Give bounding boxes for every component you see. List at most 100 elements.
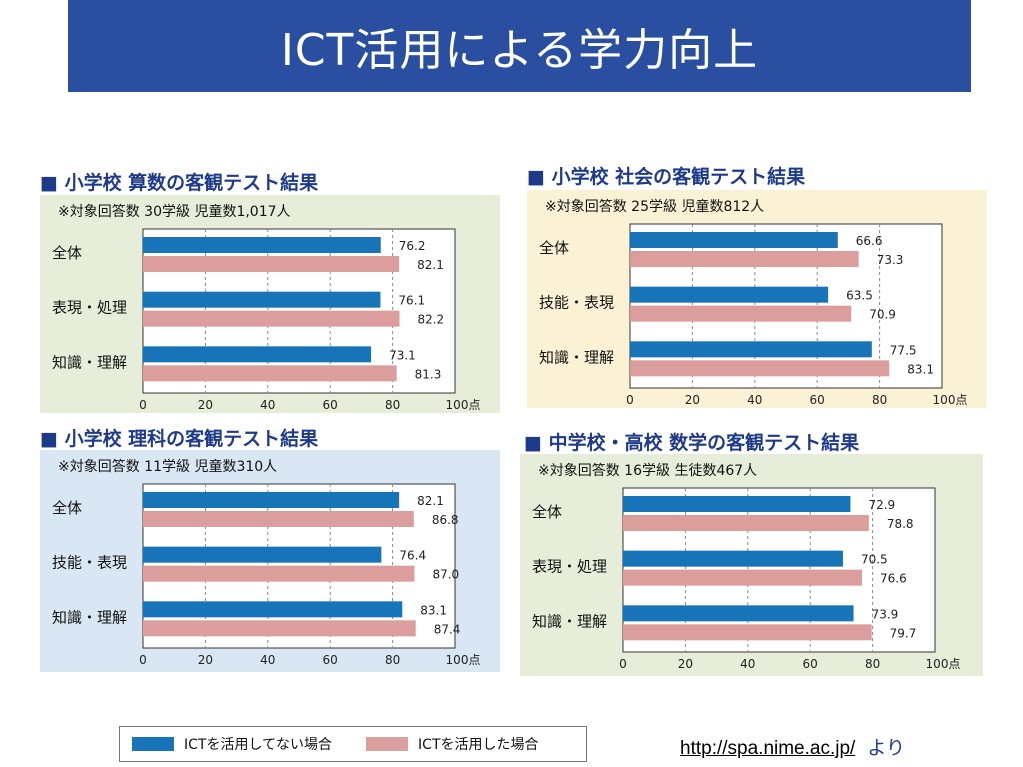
bar-with-ict — [630, 305, 852, 322]
category-label: 全体 — [52, 244, 82, 262]
data-label: 78.8 — [887, 517, 914, 531]
data-label: 70.5 — [861, 553, 888, 567]
tick-label: 20 — [198, 398, 213, 412]
tick-label: 0 — [139, 398, 147, 412]
chart-science-elementary: ※対象回答数 11学級 児童数310人 0 20 40 60 80 100点 全体 82.1 86… — [52, 458, 481, 667]
category-label: 技能・表現 — [52, 554, 127, 572]
source-link[interactable]: http://spa.nime.ac.jp/ — [680, 738, 856, 759]
data-label: 66.6 — [856, 234, 883, 248]
data-label: 87.4 — [434, 622, 461, 636]
data-label: 86.8 — [432, 513, 459, 527]
tick-label: 0 — [139, 653, 147, 667]
category-label: 全体 — [539, 239, 569, 257]
data-label: 76.1 — [398, 294, 425, 308]
data-label: 82.1 — [417, 258, 444, 272]
tick-label: 20 — [198, 653, 213, 667]
title-bar: ICT活用による学力向上 — [68, 0, 971, 92]
bar-with-ict — [630, 251, 859, 267]
data-label: 73.1 — [389, 348, 416, 362]
category-label: 知識・理解 — [532, 612, 607, 630]
data-label: 82.2 — [417, 313, 444, 327]
bar-without-ict — [623, 605, 854, 622]
data-label: 76.6 — [880, 572, 907, 586]
bar-with-ict — [630, 360, 890, 377]
data-label: 73.9 — [872, 607, 899, 621]
bar-without-ict — [630, 232, 838, 248]
tick-label: 20 — [678, 657, 693, 671]
tick-label: 20 — [685, 393, 700, 407]
legend-swatch-without-ict — [132, 737, 174, 751]
data-label: 82.1 — [417, 494, 444, 508]
bar-without-ict — [630, 341, 872, 358]
bar-without-ict — [143, 601, 403, 618]
tick-label: 60 — [323, 653, 338, 667]
bar-without-ict — [630, 286, 829, 303]
bar-without-ict — [143, 291, 381, 308]
tick-label: 0 — [619, 657, 627, 671]
tick-label: 60 — [803, 657, 818, 671]
data-label: 76.4 — [399, 549, 426, 563]
data-label: 76.2 — [399, 239, 426, 253]
bar-with-ict — [623, 515, 869, 531]
category-label: 知識・理解 — [52, 608, 127, 626]
data-label: 83.1 — [907, 362, 934, 376]
chart-heading-math-elementary: ■ 小学校 算数の客観テスト結果 — [40, 172, 319, 194]
tick-label: 40 — [740, 657, 755, 671]
bar-with-ict — [143, 365, 397, 382]
legend: ICTを活用してない場合 ICTを活用した場合 — [119, 726, 587, 762]
bar-without-ict — [623, 496, 851, 512]
chart-heading-science-elementary: ■ 小学校 理科の客観テスト結果 — [40, 428, 319, 450]
data-label: 83.1 — [420, 603, 447, 617]
category-label: 全体 — [52, 499, 82, 517]
bar-with-ict — [623, 569, 862, 586]
legend-swatch-with-ict — [366, 737, 409, 751]
tick-label: 100点 — [446, 653, 481, 667]
bar-without-ict — [143, 546, 382, 563]
data-label: 72.9 — [868, 498, 895, 512]
category-label: 全体 — [532, 503, 562, 521]
source-suffix: より — [867, 738, 905, 759]
tick-label: 80 — [865, 657, 880, 671]
cutoff-heading-fragment — [524, 689, 884, 697]
legend-label-with-ict: ICTを活用した場合 — [418, 737, 539, 753]
bar-with-ict — [143, 511, 414, 527]
tick-label: 40 — [260, 398, 275, 412]
data-label: 81.3 — [415, 367, 442, 381]
tick-label: 80 — [385, 653, 400, 667]
bar-with-ict — [143, 310, 400, 327]
bar-with-ict — [143, 620, 416, 637]
chart-note: ※対象回答数 11学級 児童数310人 — [58, 458, 277, 475]
chart-note: ※対象回答数 25学級 児童数812人 — [545, 198, 764, 215]
bar-without-ict — [143, 492, 400, 508]
bar-without-ict — [143, 346, 372, 363]
tick-label: 40 — [260, 653, 275, 667]
category-label: 表現・処理 — [52, 299, 127, 317]
chart-social-elementary: ※対象回答数 25学級 児童数812人 0 20 40 60 80 100点 全体 66.6 73… — [539, 198, 968, 407]
chart-note: ※対象回答数 30学級 児童数1,017人 — [58, 203, 291, 220]
chart-math-secondary: ※対象回答数 16学級 生徒数467人 0 20 40 60 80 100点 全体 72.9 78… — [532, 462, 961, 671]
tick-label: 80 — [385, 398, 400, 412]
category-label: 技能・表現 — [539, 294, 614, 312]
bar-with-ict — [623, 624, 872, 641]
bar-with-ict — [143, 256, 400, 272]
page-title: ICT活用による学力向上 — [280, 25, 759, 76]
data-label: 77.5 — [890, 343, 917, 357]
category-label: 表現・処理 — [532, 558, 607, 576]
chart-math-elementary: ※対象回答数 30学級 児童数1,017人 0 20 40 60 80 100点 全体 76.2… — [52, 203, 480, 412]
tick-label: 100点 — [933, 393, 968, 407]
data-label: 70.9 — [869, 308, 896, 322]
bar-with-ict — [143, 565, 415, 582]
data-label: 73.3 — [877, 253, 904, 267]
category-label: 知識・理解 — [52, 353, 127, 371]
tick-label: 40 — [747, 393, 762, 407]
tick-label: 100点 — [926, 657, 961, 671]
bar-without-ict — [623, 550, 843, 567]
legend-label-without-ict: ICTを活用してない場合 — [184, 737, 333, 753]
chart-heading-social-elementary: ■ 小学校 社会の客観テスト結果 — [527, 166, 806, 188]
chart-note: ※対象回答数 16学級 生徒数467人 — [538, 462, 757, 479]
source-credit: http://spa.nime.ac.jp/より — [680, 733, 905, 760]
tick-label: 60 — [323, 398, 338, 412]
category-label: 知識・理解 — [539, 348, 614, 366]
data-label: 79.7 — [890, 626, 917, 640]
tick-label: 0 — [626, 393, 634, 407]
